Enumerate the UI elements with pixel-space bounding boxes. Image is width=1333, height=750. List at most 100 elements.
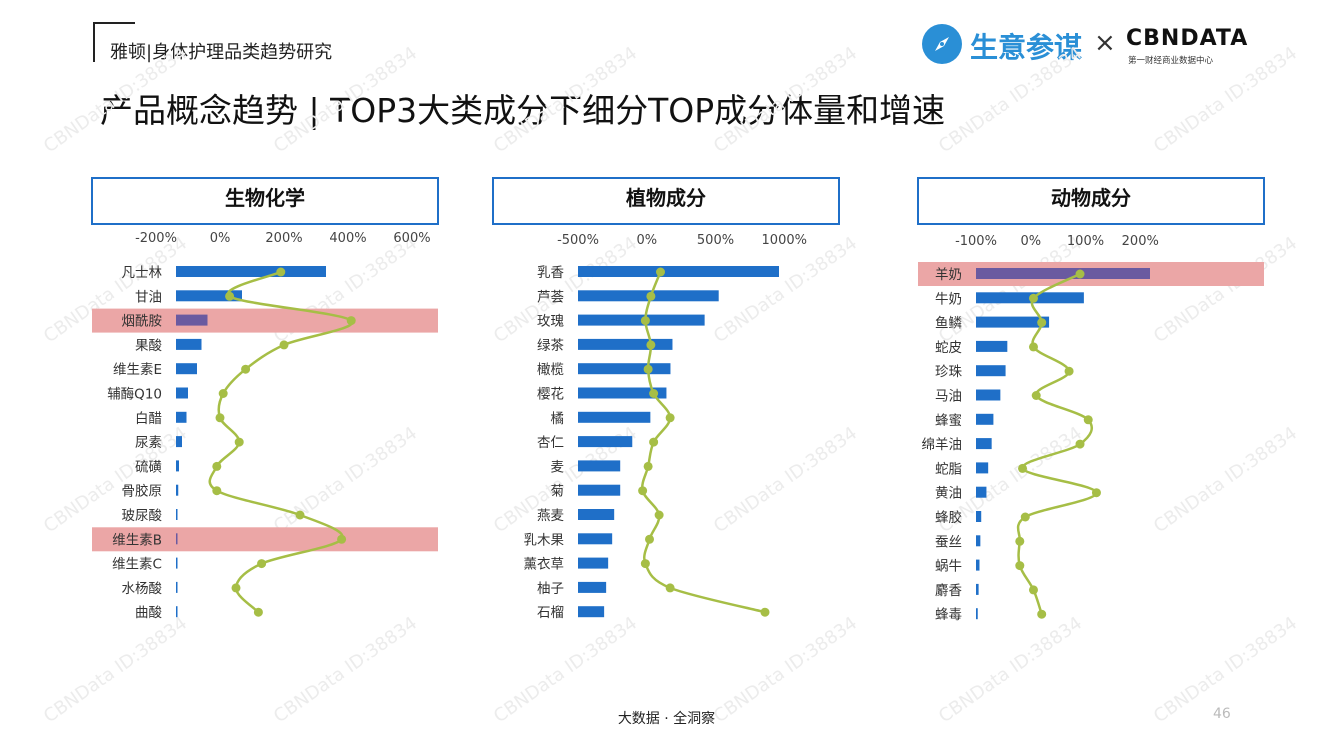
category-label: 玻尿酸 bbox=[122, 508, 163, 524]
volume-bar bbox=[578, 484, 621, 496]
category-label: 蚕丝 bbox=[935, 534, 962, 550]
volume-bar bbox=[176, 387, 188, 399]
logo-group: 生意参谋 × CBNDATA 第一财经商业数据中心 bbox=[922, 24, 1247, 68]
volume-bar bbox=[578, 363, 671, 375]
category-label: 辅酶Q10 bbox=[107, 387, 162, 403]
category-label: 马油 bbox=[935, 389, 962, 405]
category-label: 柚子 bbox=[537, 581, 564, 597]
growth-point bbox=[1031, 391, 1041, 400]
volume-bar bbox=[976, 365, 1006, 377]
category-label: 尿素 bbox=[135, 435, 162, 451]
growth-point bbox=[1028, 585, 1038, 595]
growth-point bbox=[646, 291, 656, 301]
growth-point bbox=[665, 413, 675, 423]
category-label: 橄榄 bbox=[537, 361, 564, 378]
growth-point bbox=[643, 364, 653, 374]
category-label: 烟酰胺 bbox=[122, 314, 163, 330]
volume-bar bbox=[578, 436, 633, 448]
x-tick-label: 200% bbox=[265, 231, 302, 246]
footer-slogan: 大数据 · 全洞察 bbox=[617, 711, 716, 727]
category-label: 绿茶 bbox=[537, 338, 565, 354]
volume-bar bbox=[976, 413, 994, 425]
compass-icon bbox=[922, 24, 962, 64]
category-label: 维生素C bbox=[112, 557, 162, 573]
category-label: 曲酸 bbox=[135, 605, 162, 621]
x-tick-label: 500% bbox=[697, 233, 734, 248]
category-label: 蛇脂 bbox=[935, 461, 962, 477]
volume-bar bbox=[976, 511, 982, 522]
growth-point bbox=[1028, 293, 1038, 303]
volume-bar bbox=[578, 557, 609, 569]
category-label: 蛇皮 bbox=[935, 340, 962, 356]
growth-point bbox=[225, 291, 235, 301]
x-tick-label: 200% bbox=[1122, 234, 1159, 249]
growth-point bbox=[1083, 415, 1093, 425]
category-label: 麦 bbox=[551, 459, 565, 475]
x-tick-label: 600% bbox=[393, 231, 430, 246]
volume-bar bbox=[578, 411, 651, 423]
category-label: 黄油 bbox=[935, 486, 962, 502]
growth-point bbox=[643, 461, 653, 471]
category-label: 菊 bbox=[551, 484, 565, 500]
category-label: 蜂胶 bbox=[935, 509, 962, 526]
volume-bar bbox=[976, 316, 1050, 328]
growth-point bbox=[1020, 512, 1030, 522]
growth-point bbox=[656, 267, 665, 277]
volume-bar bbox=[578, 460, 621, 472]
category-label: 薰衣草 bbox=[524, 557, 565, 573]
category-label: 麝香 bbox=[935, 583, 963, 599]
category-label: 牛奶 bbox=[935, 291, 962, 307]
category-label: 燕麦 bbox=[537, 508, 565, 524]
growth-point bbox=[646, 340, 656, 350]
logo-cn-name: 生意参谋 bbox=[970, 31, 1083, 64]
volume-bar bbox=[578, 387, 667, 399]
category-label: 维生素E bbox=[113, 362, 162, 378]
category-label: 橘 bbox=[551, 411, 565, 427]
growth-point bbox=[212, 461, 222, 471]
volume-bar bbox=[976, 438, 992, 450]
growth-point bbox=[253, 607, 263, 617]
category-label: 乳香 bbox=[537, 265, 565, 281]
chart-title: 生物化学 bbox=[225, 186, 305, 210]
chart-title: 动物成分 bbox=[1051, 186, 1131, 210]
volume-bar bbox=[176, 363, 197, 375]
x-tick-label: 400% bbox=[329, 231, 366, 246]
category-label: 杏仁 bbox=[537, 435, 564, 451]
category-label: 甘油 bbox=[135, 289, 162, 305]
category-label: 乳木果 bbox=[524, 532, 565, 548]
volume-bar bbox=[176, 411, 187, 423]
growth-point bbox=[257, 559, 267, 569]
growth-point bbox=[1075, 269, 1085, 279]
volume-bar bbox=[976, 340, 1008, 352]
category-label: 樱花 bbox=[537, 386, 564, 403]
volume-bar bbox=[976, 535, 981, 547]
category-label: 维生素B bbox=[112, 532, 162, 548]
growth-point bbox=[654, 510, 664, 520]
category-label: 骨胶原 bbox=[122, 483, 163, 500]
brand-subtitle: 雅顿|身体护理品类趋势研究 bbox=[110, 42, 333, 63]
volume-bar bbox=[578, 581, 607, 593]
growth-point bbox=[640, 316, 650, 326]
x-tick-label: -100% bbox=[955, 234, 997, 249]
growth-point bbox=[1015, 561, 1025, 571]
chart-panel-3: 动物成分 -100% 0% 100% 200% 羊奶牛奶鱼鳞蛇皮珍珠马油蜂蜜绵羊油蛇脂黄油… bbox=[917, 177, 1265, 623]
category-label: 石榴 bbox=[537, 605, 564, 621]
growth-point bbox=[640, 559, 650, 569]
page-title: 产品概念趋势 | TOP3大类成分下细分TOP成分体量和增速 bbox=[100, 91, 946, 130]
growth-point bbox=[665, 583, 675, 593]
growth-point bbox=[1037, 609, 1047, 619]
x-tick-label: 0% bbox=[1020, 234, 1041, 249]
growth-line bbox=[1016, 272, 1098, 615]
logo-cross: × bbox=[1094, 28, 1116, 58]
volume-bar bbox=[176, 436, 182, 448]
volume-bar bbox=[176, 314, 208, 326]
growth-point bbox=[1037, 318, 1047, 328]
chart-header-box bbox=[917, 177, 1265, 225]
category-label: 羊奶 bbox=[935, 267, 962, 283]
volume-bar bbox=[176, 484, 179, 496]
volume-bar bbox=[176, 509, 178, 520]
growth-point bbox=[1091, 488, 1101, 498]
x-tick-label: -500% bbox=[557, 233, 599, 248]
